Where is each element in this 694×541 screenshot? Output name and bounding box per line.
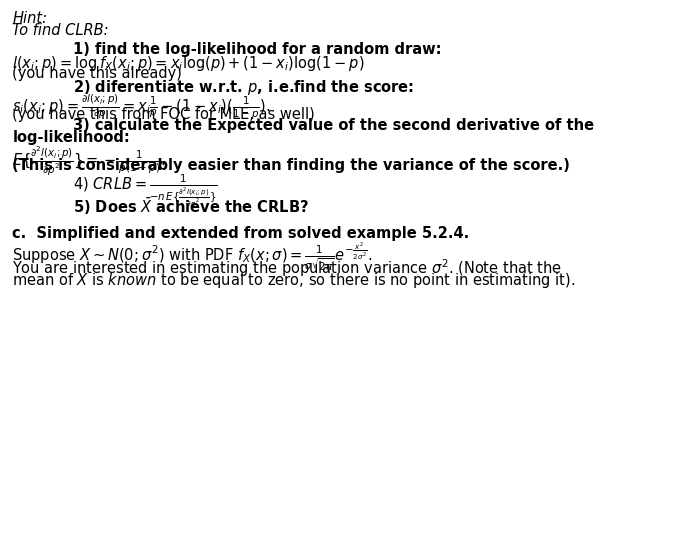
Text: log-likelihood:: log-likelihood: [12, 130, 130, 146]
Text: mean of $X$ is $\it{known}$ to be equal to zero, so there is no point in estimat: mean of $X$ is $\it{known}$ to be equal … [12, 270, 576, 289]
Text: 4) $CRLB = \frac{1}{-n\, E\{\frac{\partial^2 l(x_i;p)}{\partial p^2}\}}$: 4) $CRLB = \frac{1}{-n\, E\{\frac{\parti… [73, 172, 217, 209]
Text: 1) find the log-likelihood for a random draw:: 1) find the log-likelihood for a random … [73, 42, 441, 57]
Text: (you have this already): (you have this already) [12, 66, 183, 81]
Text: You are interested in estimating the population variance $\sigma^2$. (Note that : You are interested in estimating the pop… [12, 258, 562, 279]
Text: (This is considerably easier than finding the variance of the score.): (This is considerably easier than findin… [12, 158, 570, 173]
Text: $s_i(x_i;p) = \frac{\partial l(x_i;p)}{\partial p}=x_i\frac{1}{p} - (1-x_i)(\fra: $s_i(x_i;p) = \frac{\partial l(x_i;p)}{\… [12, 93, 271, 122]
Text: c.  Simplified and extended from solved example 5.2.4.: c. Simplified and extended from solved e… [12, 226, 470, 241]
Text: To find CLRB:: To find CLRB: [12, 23, 109, 38]
Text: Hint:: Hint: [12, 11, 47, 26]
Text: $l(x_i;p) = \log f_X(x_i;p) = x_i \log(p) + (1 - x_i) \log(1-p)$: $l(x_i;p) = \log f_X(x_i;p) = x_i \log(p… [12, 54, 365, 73]
Text: 3) calculate the Expected value of the second derivative of the: 3) calculate the Expected value of the s… [73, 118, 594, 134]
Text: 2) diferentiate w.r.t. $p$, i.e.find the score:: 2) diferentiate w.r.t. $p$, i.e.find the… [73, 78, 414, 97]
Text: 5) Does $\bar{X}$ achieve the CRLB?: 5) Does $\bar{X}$ achieve the CRLB? [73, 196, 309, 217]
Text: (you have this from FOC for MLE, as well): (you have this from FOC for MLE, as well… [12, 107, 315, 122]
Text: Suppose $X \sim N(0;\sigma^2)$ with PDF $f_X(x;\sigma) = \frac{1}{\sigma\sqrt{2\: Suppose $X \sim N(0;\sigma^2)$ with PDF … [12, 240, 373, 273]
Text: $E\{\frac{\partial^2 l(x_i;p)}{\partial p^2}\} = -\frac{1}{p(1-p)}.$: $E\{\frac{\partial^2 l(x_i;p)}{\partial … [12, 144, 167, 177]
